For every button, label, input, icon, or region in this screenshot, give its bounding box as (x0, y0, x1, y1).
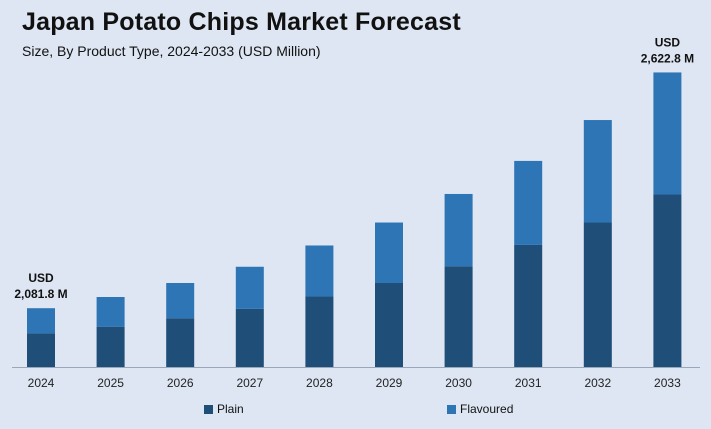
x-tick-label-2033: 2033 (654, 376, 681, 390)
bar-plain-2025 (96, 326, 125, 367)
x-tick-label-2024: 2024 (28, 376, 55, 390)
x-tick-label-2031: 2031 (515, 376, 542, 390)
bar-plain-2033 (653, 194, 682, 367)
legend-item-plain: Plain (204, 402, 244, 416)
x-tick-label-2025: 2025 (97, 376, 124, 390)
bar-plain-2030 (444, 266, 473, 367)
legend-label-plain: Plain (217, 402, 244, 416)
bar-flavoured-2032 (583, 120, 612, 223)
bar-plain-2027 (235, 308, 264, 367)
x-tick-label-2030: 2030 (445, 376, 472, 390)
bar-flavoured-2029 (375, 222, 403, 283)
bar-plain-2026 (166, 318, 195, 367)
bar-flavoured-2030 (444, 193, 473, 267)
legend-item-flavoured: Flavoured (447, 402, 513, 416)
x-tick-label-2032: 2032 (584, 376, 611, 390)
x-tick-label-2027: 2027 (236, 376, 263, 390)
x-tick-label-2029: 2029 (376, 376, 403, 390)
bar-plain-2024 (27, 333, 55, 367)
bar-plain-2028 (305, 296, 334, 367)
bar-flavoured-2031 (514, 160, 543, 245)
bar-plain-2029 (375, 283, 403, 367)
bar-flavoured-2026 (166, 283, 195, 319)
x-tick-label-2028: 2028 (306, 376, 333, 390)
legend-swatch-plain (204, 404, 213, 414)
chart-subtitle: Size, By Product Type, 2024-2033 (USD Mi… (22, 43, 321, 59)
bar-plain-2031 (514, 244, 543, 367)
annotation-2024-line-0: USD (28, 271, 54, 285)
bar-flavoured-2024 (27, 308, 55, 334)
x-tick-label-2026: 2026 (167, 376, 194, 390)
bar-flavoured-2027 (235, 266, 264, 309)
bar-flavoured-2025 (96, 297, 125, 327)
bar-plain-2032 (583, 222, 612, 367)
legend-label-flavoured: Flavoured (460, 402, 514, 416)
bar-flavoured-2028 (305, 245, 334, 297)
annotation-2033-line-1: 2,622.8 M (641, 51, 694, 65)
chart-title: Japan Potato Chips Market Forecast (22, 8, 461, 36)
annotation-2024-line-1: 2,081.8 M (14, 287, 67, 301)
annotation-2033-line-0: USD (655, 35, 681, 49)
legend-swatch-flavoured (447, 404, 456, 414)
bar-flavoured-2033 (653, 72, 682, 195)
